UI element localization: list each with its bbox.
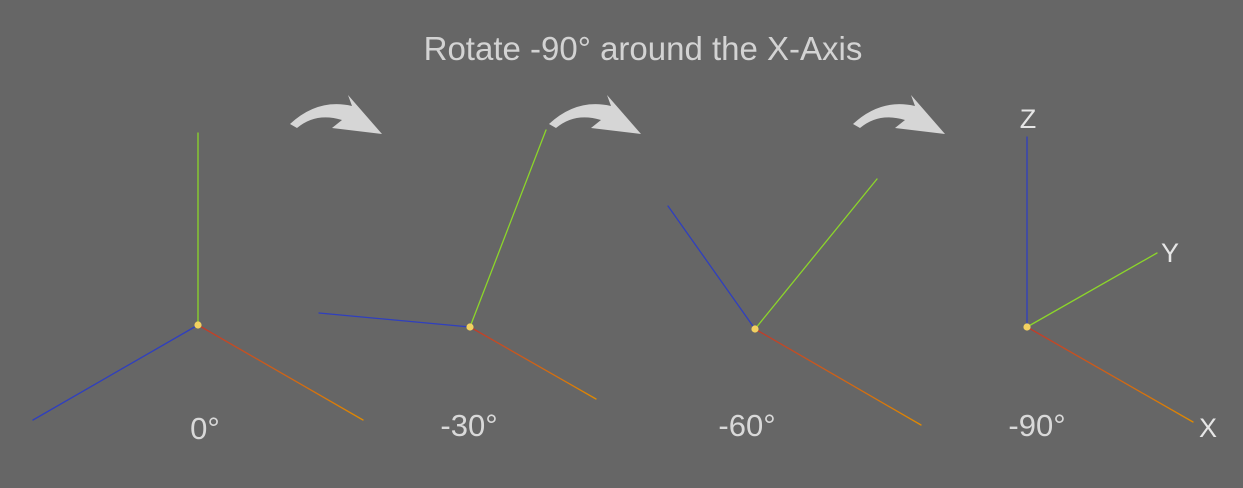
x-axis-line [197, 324, 364, 421]
y-axis-line [318, 312, 471, 328]
origin-dot-icon [751, 325, 759, 333]
axes-step-0: 0° [32, 132, 364, 446]
y-axis-line [667, 205, 756, 330]
angle-label: -60° [718, 408, 775, 443]
axes-step-90: -90° Z Y X [1008, 104, 1217, 443]
z-axis-line [754, 178, 878, 330]
curved-arrow-right-icon [290, 95, 382, 134]
axis-label-x: X [1199, 413, 1217, 443]
angle-label: -90° [1008, 408, 1065, 443]
curved-arrow-right-icon [549, 95, 641, 134]
x-axis-line [754, 328, 922, 426]
axis-label-z: Z [1020, 104, 1037, 134]
x-axis-line [1026, 326, 1194, 423]
origin-dot-icon [466, 323, 474, 331]
z-axis-line [469, 129, 547, 328]
z-axis-line [1026, 252, 1158, 328]
curved-arrow-right-icon [853, 95, 945, 134]
axes-step-30: -30° [318, 129, 597, 443]
axis-label-y: Y [1161, 238, 1179, 268]
angle-label: -30° [440, 408, 497, 443]
origin-dot-icon [1023, 323, 1031, 331]
origin-dot-icon [194, 321, 202, 329]
angle-label: 0° [190, 411, 220, 446]
x-axis-line [469, 326, 597, 400]
y-axis-line [32, 324, 199, 421]
title: Rotate -90° around the X-Axis [424, 30, 863, 67]
axes-step-60: -60° [667, 178, 922, 443]
